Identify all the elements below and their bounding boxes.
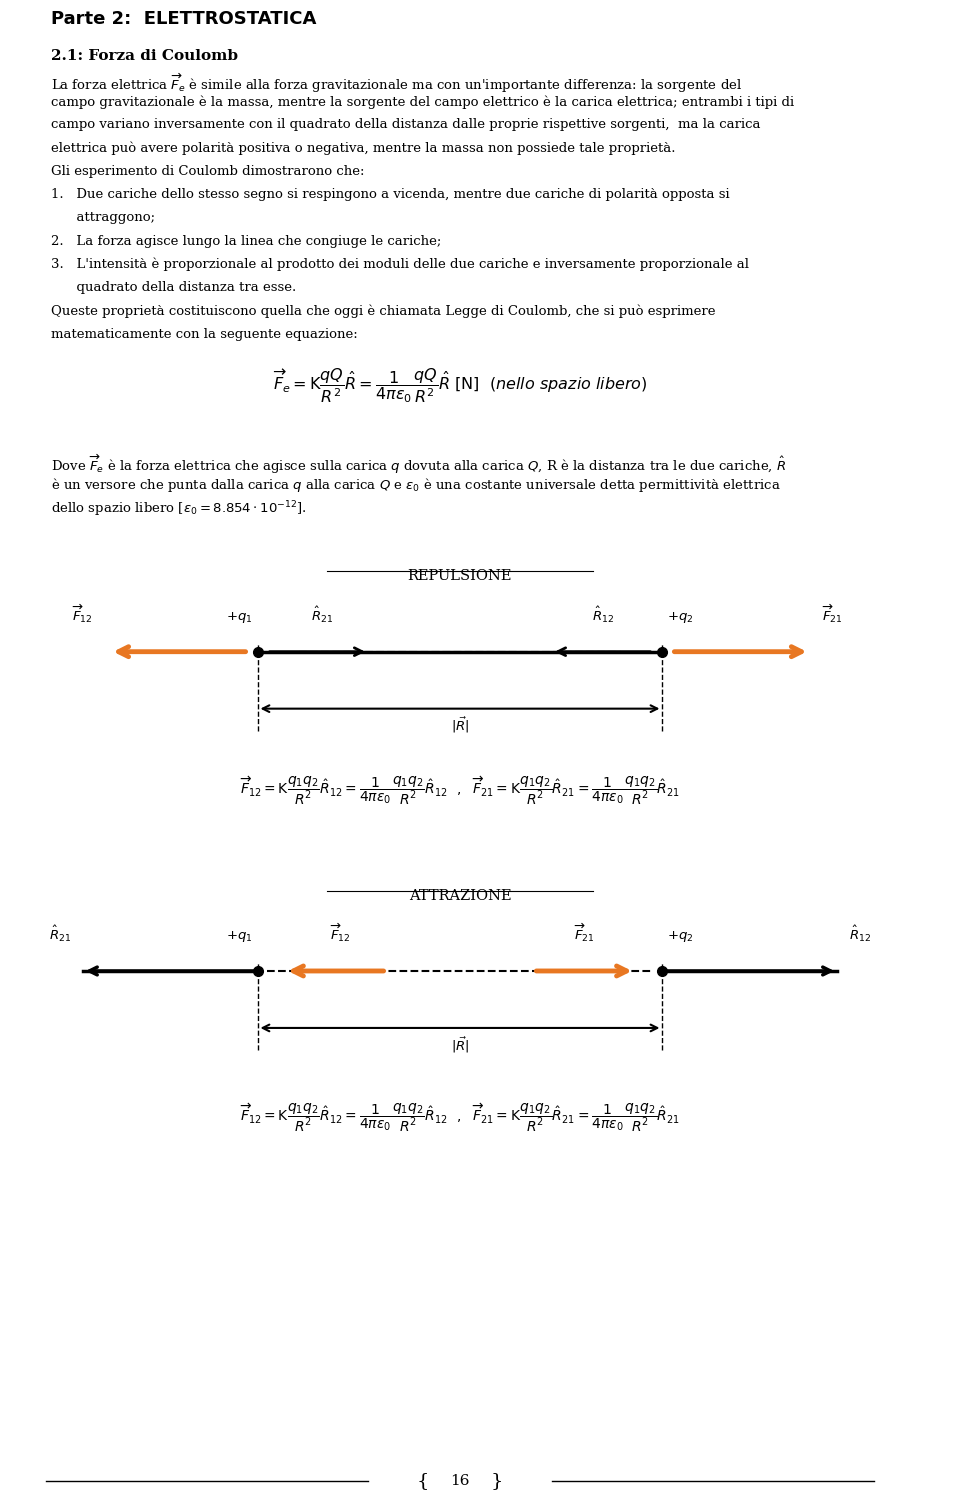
Text: ATTRAZIONE: ATTRAZIONE <box>409 889 512 902</box>
Text: campo gravitazionale è la massa, mentre la sorgente del campo elettrico è la car: campo gravitazionale è la massa, mentre … <box>51 96 794 109</box>
Text: REPULSIONE: REPULSIONE <box>408 570 513 583</box>
Text: 3.   L'intensità è proporzionale al prodotto dei moduli delle due cariche e inve: 3. L'intensità è proporzionale al prodot… <box>51 258 749 271</box>
Text: 2.1: Forza di Coulomb: 2.1: Forza di Coulomb <box>51 49 237 63</box>
Text: $|\vec{R}|$: $|\vec{R}|$ <box>451 1036 469 1055</box>
Text: $+q_2$: $+q_2$ <box>667 610 693 625</box>
Text: attraggono;: attraggono; <box>51 211 155 225</box>
Text: 2.   La forza agisce lungo la linea che congiuge le cariche;: 2. La forza agisce lungo la linea che co… <box>51 235 441 247</box>
Text: Parte 2:  ELETTROSTATICA: Parte 2: ELETTROSTATICA <box>51 10 316 28</box>
Text: {: { <box>417 1472 429 1490</box>
Text: $\overrightarrow{F}_e = \mathrm{K}\dfrac{qQ}{R^2}\hat{R} = \dfrac{1}{4\pi\vareps: $\overrightarrow{F}_e = \mathrm{K}\dfrac… <box>273 366 647 405</box>
Text: $+q_1$: $+q_1$ <box>227 929 253 944</box>
Text: $+q_2$: $+q_2$ <box>667 929 693 944</box>
Text: elettrica può avere polarità positiva o negativa, mentre la massa non possiede t: elettrica può avere polarità positiva o … <box>51 142 675 156</box>
Text: $\overrightarrow{F}_{12} = \mathrm{K}\dfrac{q_1 q_2}{R^2}\hat{R}_{12} = \dfrac{1: $\overrightarrow{F}_{12} = \mathrm{K}\df… <box>240 1102 680 1133</box>
Text: $\overrightarrow{F}_{21}$: $\overrightarrow{F}_{21}$ <box>822 603 843 625</box>
Text: $\hat{R}_{12}$: $\hat{R}_{12}$ <box>849 923 872 944</box>
Text: Dove $\overrightarrow{F}_e$ è la forza elettrica che agisce sulla carica $q$ dov: Dove $\overrightarrow{F}_e$ è la forza e… <box>51 453 786 477</box>
Text: }: } <box>491 1472 503 1490</box>
Text: $\overrightarrow{F}_{21}$: $\overrightarrow{F}_{21}$ <box>574 922 594 944</box>
Text: $\overrightarrow{F}_{12} = \mathrm{K}\dfrac{q_1 q_2}{R^2}\hat{R}_{12} = \dfrac{1: $\overrightarrow{F}_{12} = \mathrm{K}\df… <box>240 775 680 806</box>
Text: $\hat{R}_{21}$: $\hat{R}_{21}$ <box>49 923 71 944</box>
Text: 16: 16 <box>450 1474 469 1489</box>
Text: è un versore che punta dalla carica $q$ alla carica $Q$ e $\varepsilon_0$ è una : è un versore che punta dalla carica $q$ … <box>51 477 780 495</box>
Text: Gli esperimento di Coulomb dimostrarono che:: Gli esperimento di Coulomb dimostrarono … <box>51 165 364 178</box>
Text: matematicamente con la seguente equazione:: matematicamente con la seguente equazion… <box>51 328 357 340</box>
Text: $\hat{R}_{12}$: $\hat{R}_{12}$ <box>591 604 613 625</box>
Text: $\overrightarrow{F}_{12}$: $\overrightarrow{F}_{12}$ <box>330 922 350 944</box>
Text: campo variano inversamente con il quadrato della distanza dalle proprie rispetti: campo variano inversamente con il quadra… <box>51 118 760 132</box>
Text: Queste proprietà costituiscono quella che oggi è chiamata Legge di Coulomb, che : Queste proprietà costituiscono quella ch… <box>51 304 715 318</box>
Text: $\hat{R}_{21}$: $\hat{R}_{21}$ <box>311 604 333 625</box>
Text: dello spazio libero [$\varepsilon_0 = 8.854\cdot 10^{-12}$].: dello spazio libero [$\varepsilon_0 = 8.… <box>51 499 306 519</box>
Text: $\overrightarrow{F}_{12}$: $\overrightarrow{F}_{12}$ <box>72 603 93 625</box>
Text: quadrato della distanza tra esse.: quadrato della distanza tra esse. <box>51 282 296 294</box>
Text: $+q_1$: $+q_1$ <box>227 610 253 625</box>
Text: $|\vec{R}|$: $|\vec{R}|$ <box>451 717 469 736</box>
Text: 1.   Due cariche dello stesso segno si respingono a vicenda, mentre due cariche : 1. Due cariche dello stesso segno si res… <box>51 189 730 201</box>
Text: La forza elettrica $\overrightarrow{F}_e$ è simile alla forza gravitazionale ma : La forza elettrica $\overrightarrow{F}_e… <box>51 72 742 94</box>
